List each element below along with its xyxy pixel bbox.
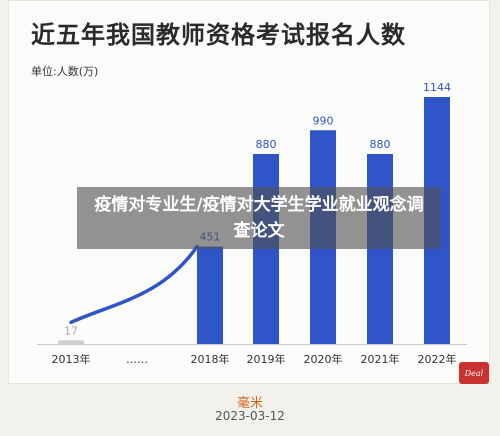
article-thumbnail-card[interactable]: 近五年我国教师资格考试报名人数 单位:人数(万) 172013年……451201… xyxy=(8,0,490,384)
bar xyxy=(58,340,84,344)
bar-value-label: 880 xyxy=(370,138,391,151)
bar xyxy=(197,246,223,344)
deal-badge-icon: Deal xyxy=(459,362,489,384)
x-tick-label: 2019年 xyxy=(247,352,286,366)
x-tick-label: 2022年 xyxy=(418,352,457,366)
x-tick-label: 2021年 xyxy=(361,352,400,366)
unit-label: 单位:人数(万) xyxy=(31,65,99,78)
x-tick-label: 2018年 xyxy=(191,352,230,366)
growth-curve xyxy=(69,244,199,325)
bar xyxy=(367,154,393,344)
x-tick-label: 2020年 xyxy=(304,352,343,366)
x-tick-label: …… xyxy=(126,353,148,366)
article-title[interactable]: 疫情对专业生/疫情对大学生学业就业观念调查论文 xyxy=(94,195,424,241)
bar-value-label: 880 xyxy=(256,138,277,151)
bar-value-label: 17 xyxy=(64,324,78,337)
chart-title: 近五年我国教师资格考试报名人数 xyxy=(31,21,406,49)
author-name[interactable]: 毫米 xyxy=(236,396,263,411)
bar xyxy=(253,154,279,344)
bar-value-label: 1144 xyxy=(423,81,451,94)
publish-date: 2023-03-12 xyxy=(215,409,285,423)
article-title-overlay[interactable]: 疫情对专业生/疫情对大学生学业就业观念调查论文 xyxy=(77,187,441,249)
bar-value-label: 990 xyxy=(313,114,334,127)
x-tick-label: 2013年 xyxy=(52,352,91,366)
